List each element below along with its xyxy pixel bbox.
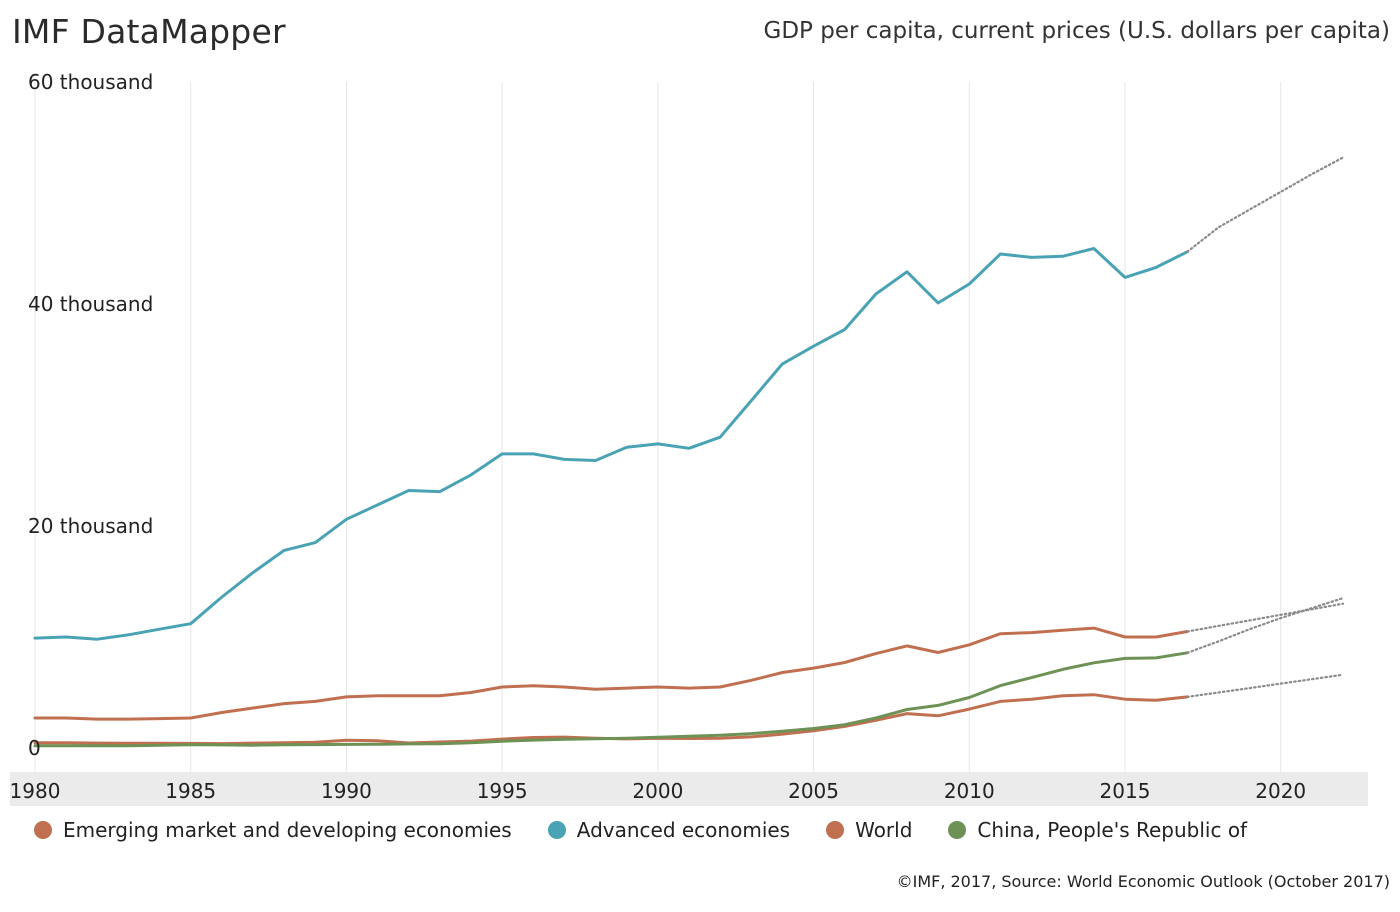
legend-item[interactable]: China, People's Republic of	[948, 818, 1247, 842]
legend-label: World	[855, 818, 913, 842]
series-0	[33, 156, 1345, 641]
series-line-actual	[33, 693, 1189, 746]
y-tick-label: 60 thousand	[28, 70, 153, 94]
series-layer	[33, 156, 1345, 748]
legend-swatch	[34, 821, 52, 839]
brand-title: IMF DataMapper	[12, 12, 286, 51]
x-tick-label: 2015	[1100, 779, 1151, 803]
x-axis: 1980 1985 1990 1995 2000 2005 2010 2015 2020	[10, 779, 1307, 803]
source-credit: ©IMF, 2017, Source: World Economic Outlo…	[896, 872, 1390, 891]
x-tick-label: 2020	[1255, 779, 1306, 803]
x-axis-band	[10, 772, 1368, 806]
series-line-actual	[33, 247, 1189, 641]
legend-item[interactable]: Emerging market and developing economies	[34, 818, 512, 842]
series-line-actual	[33, 626, 1189, 721]
legend-item[interactable]: Advanced economies	[547, 818, 791, 842]
grid-lines	[34, 82, 1282, 772]
x-tick-label: 1995	[477, 779, 528, 803]
legend-swatch	[826, 821, 845, 839]
series-line-actual	[33, 651, 1189, 748]
x-tick-label: 2000	[632, 779, 683, 803]
x-tick-label: 1980	[10, 779, 61, 803]
chart-title: GDP per capita, current prices (U.S. dol…	[763, 18, 1390, 44]
y-axis: 0 20 thousand 40 thousand 60 thousand	[28, 70, 153, 760]
legend-item[interactable]: World	[826, 818, 912, 842]
series-1	[33, 602, 1345, 721]
series-3	[33, 596, 1345, 748]
y-tick-label: 40 thousand	[28, 292, 153, 316]
legend-swatch	[948, 821, 967, 839]
series-line-projection	[1186, 602, 1345, 633]
y-tick-label: 0	[28, 736, 41, 760]
series-2	[33, 673, 1345, 746]
legend-label: Emerging market and developing economies	[63, 818, 512, 842]
legend-swatch	[547, 821, 566, 839]
x-tick-label: 1990	[321, 779, 372, 803]
legend-label: Advanced economies	[576, 818, 791, 842]
x-tick-label: 2010	[944, 779, 995, 803]
x-tick-label: 2005	[788, 779, 839, 803]
series-line-projection	[1186, 156, 1345, 253]
legend: Emerging market and developing economies…	[34, 818, 1247, 842]
legend-label: China, People's Republic of	[977, 818, 1248, 842]
x-tick-label: 1985	[165, 779, 216, 803]
series-line-projection	[1186, 673, 1345, 699]
y-tick-label: 20 thousand	[28, 514, 153, 538]
series-line-projection	[1186, 596, 1345, 654]
